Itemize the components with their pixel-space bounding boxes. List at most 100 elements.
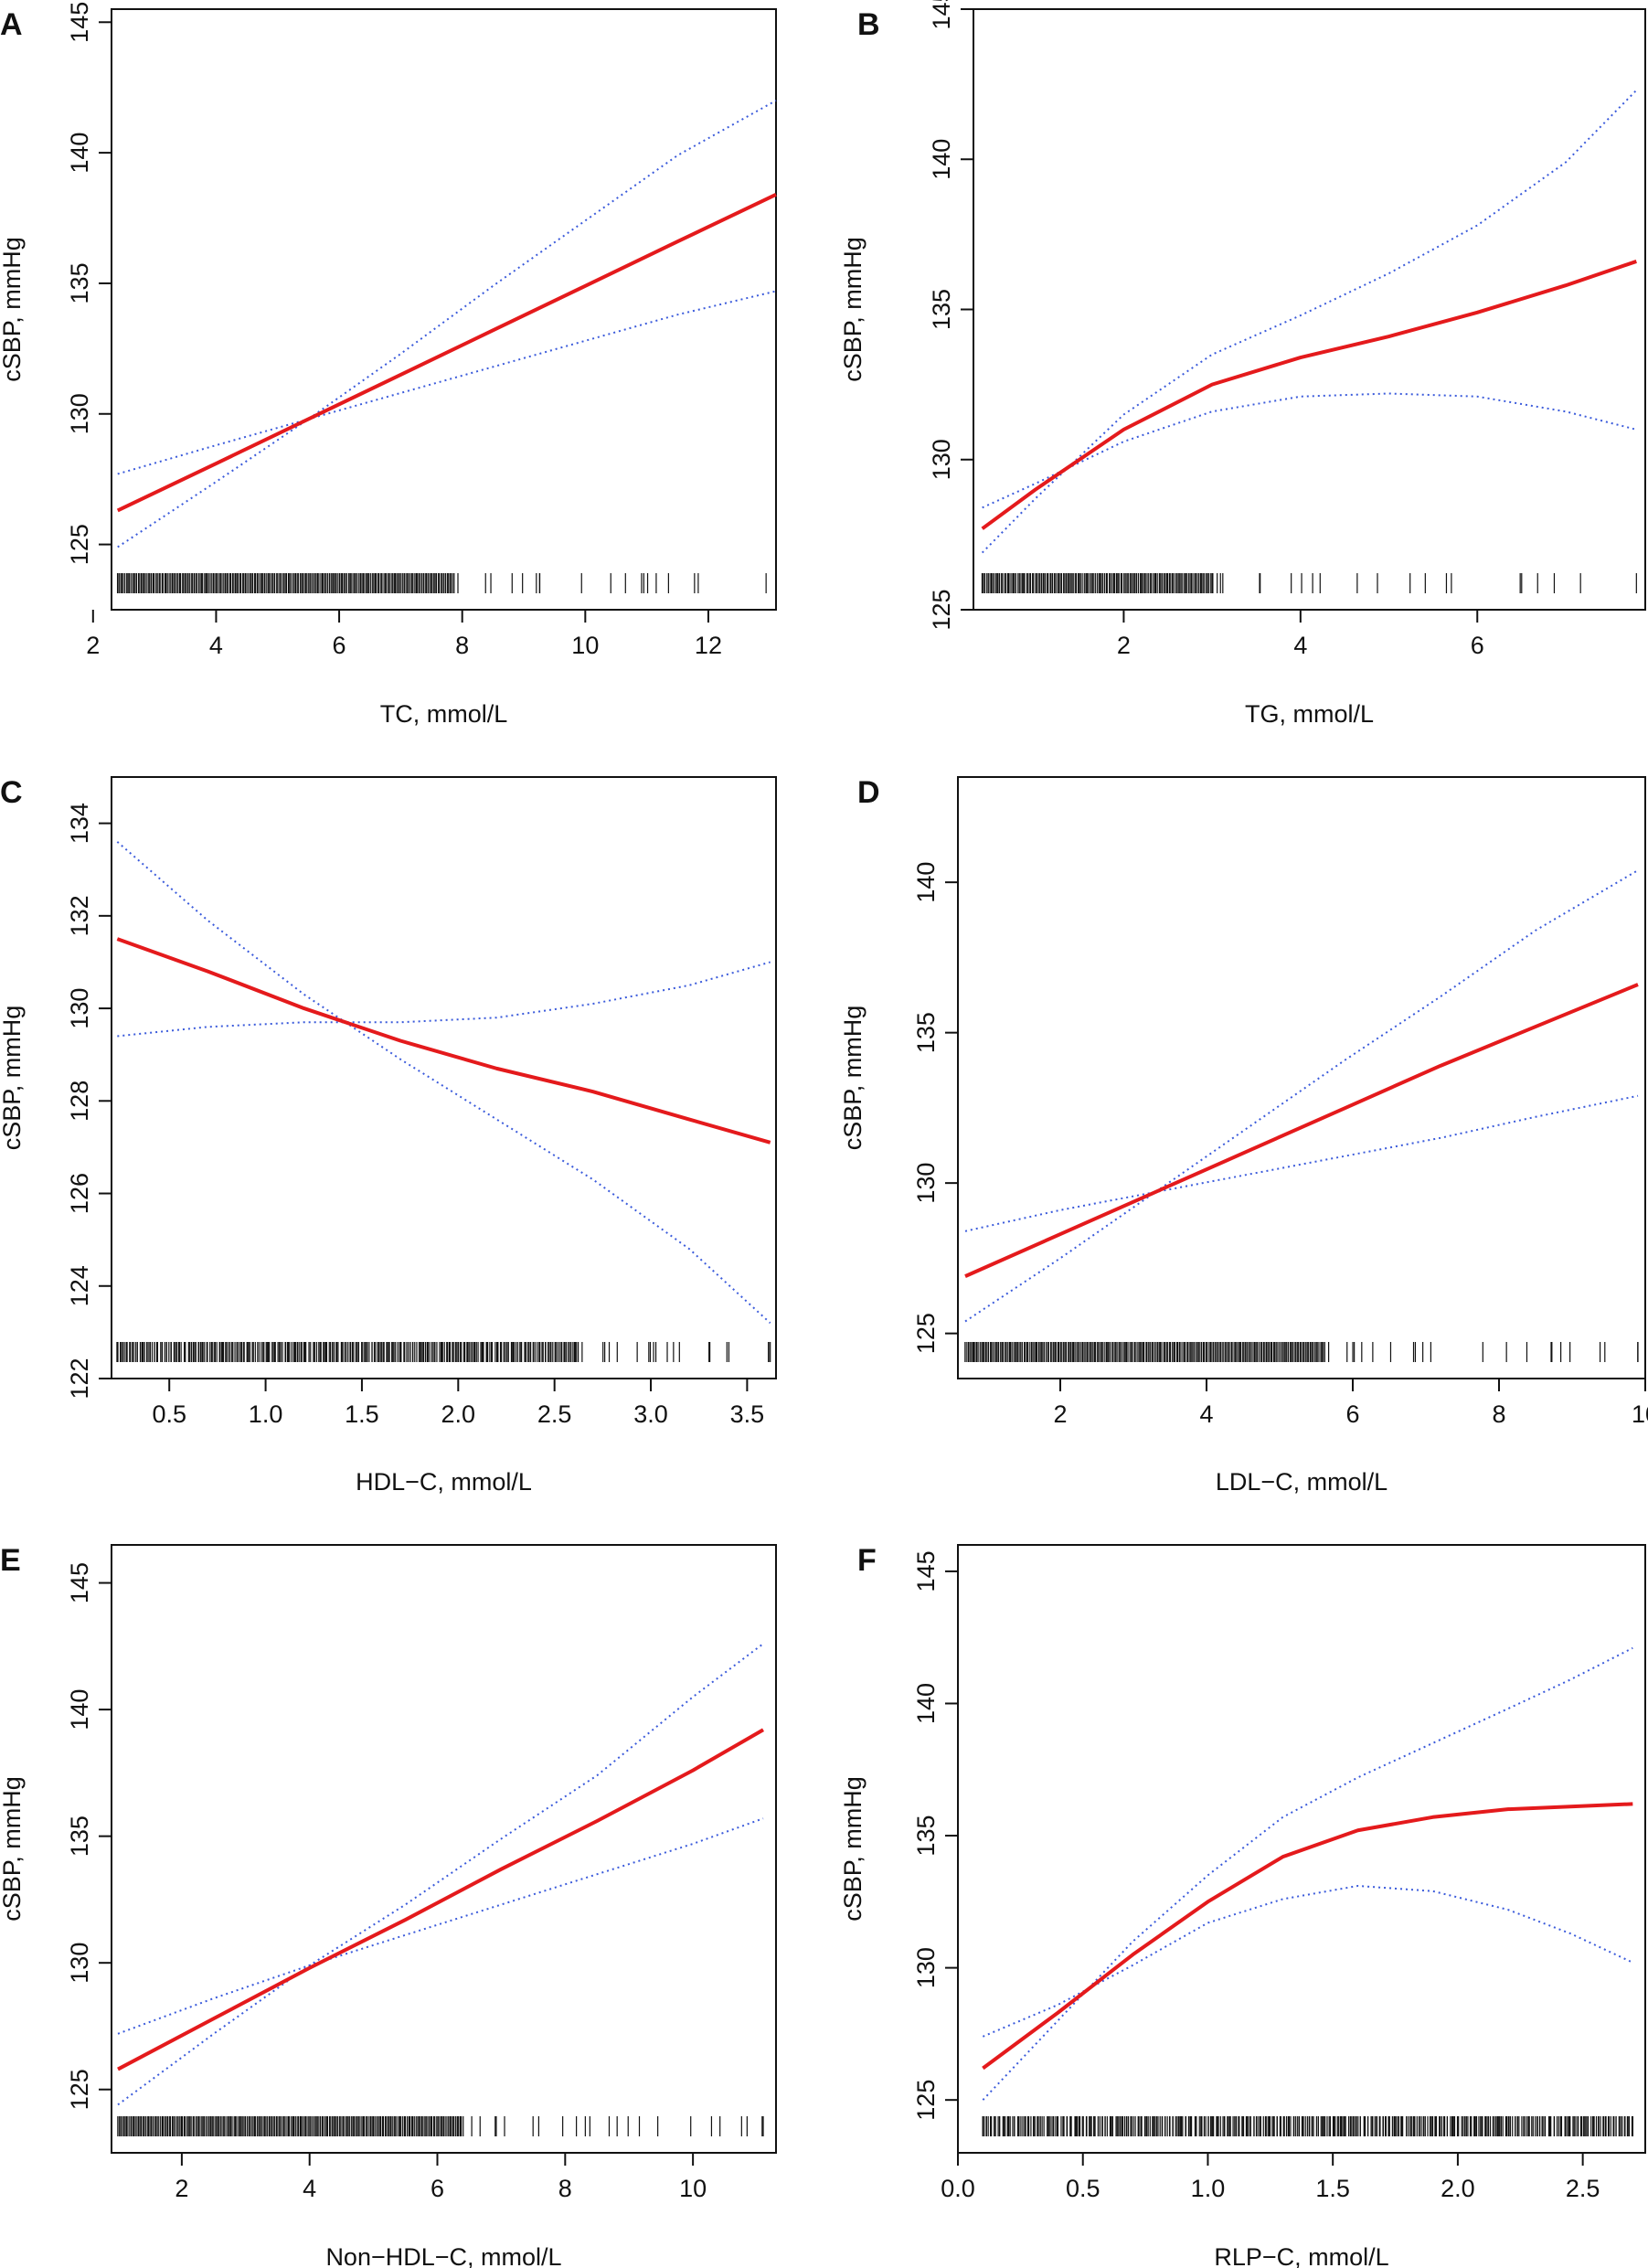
y-tick-label: 135	[928, 289, 955, 330]
fitted-curve	[117, 1728, 765, 2071]
panel-f: F 0.0 0.5 1.0 1.5 2.0 2.5 125 130 135 140 145 RLP−C,…	[839, 1543, 1646, 2268]
x-axis-title: TG, mmol/L	[1245, 700, 1374, 728]
upper-ci-line	[981, 89, 1638, 554]
y-tick-label: 145	[912, 1550, 940, 1592]
plot-frame	[111, 776, 777, 1379]
rug-plot	[982, 2116, 1633, 2136]
plot-frame	[957, 1544, 1646, 2154]
y-tick-label: 132	[66, 895, 93, 936]
x-tick-label: 4	[1293, 632, 1307, 659]
y-tick-label: 130	[66, 393, 93, 434]
x-tick-label: 1.5	[345, 1400, 379, 1428]
x-tick-label: 2	[1053, 1400, 1067, 1428]
panel-d: D 2 4 6 8 10 125 130 135 140 LDL−C, mmol/L cSBP, mm…	[839, 775, 1648, 1496]
panel-letter: A	[0, 7, 23, 42]
lower-ci-line	[117, 1817, 764, 2035]
y-tick-label: 124	[66, 1265, 93, 1306]
rug-plot	[116, 573, 777, 593]
x-tick-label: 2.5	[537, 1400, 572, 1428]
y-tick-label: 125	[912, 2080, 940, 2121]
plot-frame	[111, 8, 777, 611]
lower-ci-line	[982, 392, 1637, 509]
y-tick-label: 125	[66, 524, 93, 565]
x-tick-label: 2	[1117, 632, 1131, 659]
fitted-curve	[964, 983, 1639, 1278]
y-tick-label: 134	[66, 803, 93, 844]
x-tick-label: 0.0	[941, 2175, 975, 2202]
y-tick-label: 130	[912, 1947, 940, 1988]
x-tick-label: 1.0	[249, 1400, 283, 1428]
y-tick-label: 145	[928, 0, 955, 30]
y-tick-label: 122	[66, 1358, 93, 1399]
y-tick-label: 140	[66, 133, 93, 174]
x-tick-label: 12	[695, 632, 722, 659]
panel-letter: F	[857, 1543, 877, 1578]
y-tick-label: 135	[912, 1012, 940, 1053]
y-axis-title: cSBP, mmHg	[839, 1006, 867, 1151]
y-axis-title: cSBP, mmHg	[839, 1776, 867, 1922]
y-tick-label: 145	[66, 1562, 93, 1603]
y-tick-label: 126	[66, 1173, 93, 1214]
panel-letter: D	[857, 775, 880, 810]
x-tick-label: 0.5	[152, 1400, 186, 1428]
y-axis-title: cSBP, mmHg	[0, 1006, 26, 1151]
y-tick-label: 135	[66, 1815, 93, 1857]
x-axis-title: RLP−C, mmol/L	[1214, 2243, 1388, 2268]
y-tick-label: 128	[66, 1081, 93, 1122]
y-tick-label: 130	[928, 439, 955, 480]
y-tick-label: 130	[66, 988, 93, 1029]
y-tick-label: 125	[912, 1313, 940, 1354]
x-tick-label: 2.0	[1441, 2175, 1475, 2202]
panel-a: A 2 4 6 8 10 12 125 130 135 140 145 TC, mmol/L cSBP, …	[0, 2, 777, 728]
x-tick-label: 1.0	[1191, 2175, 1226, 2202]
rug-plot	[964, 1342, 1639, 1362]
y-tick-label: 140	[66, 1689, 93, 1730]
y-tick-label: 130	[912, 1163, 940, 1204]
rug-plot	[117, 2116, 764, 2136]
lower-ci-line	[964, 1094, 1639, 1232]
x-tick-label: 10	[571, 632, 599, 659]
fitted-curve	[116, 937, 771, 1145]
y-tick-label: 140	[912, 1683, 940, 1724]
x-tick-label: 6	[1471, 632, 1484, 659]
y-tick-label: 125	[66, 2069, 93, 2110]
x-axis-title: HDL−C, mmol/L	[356, 1468, 532, 1496]
x-tick-label: 2	[175, 2175, 188, 2202]
y-tick-label: 140	[912, 862, 940, 903]
upper-ci-line	[964, 869, 1639, 1323]
y-axis-title: cSBP, mmHg	[839, 237, 867, 382]
upper-ci-line	[982, 1646, 1633, 2101]
x-tick-label: 8	[558, 2175, 572, 2202]
x-tick-label: 2	[86, 632, 100, 659]
x-tick-label: 2.0	[441, 1400, 476, 1428]
x-tick-label: 4	[209, 632, 223, 659]
x-tick-label: 10	[679, 2175, 707, 2202]
x-tick-label: 2.5	[1566, 2175, 1600, 2202]
rug-plot	[116, 1342, 771, 1362]
x-tick-label: 0.5	[1066, 2175, 1100, 2202]
upper-ci-line	[116, 841, 771, 1324]
y-axis-title: cSBP, mmHg	[0, 1776, 26, 1922]
panel-c: C 0.5 1.0 1.5 2.0 2.5 3.0 3.5 122 124 126 128 130 132…	[0, 775, 777, 1496]
lower-ci-line	[982, 1884, 1633, 2038]
x-tick-label: 1.5	[1315, 2175, 1350, 2202]
panel-letter: C	[0, 775, 23, 810]
panel-letter: E	[0, 1543, 21, 1578]
x-tick-label: 6	[333, 632, 346, 659]
x-tick-label: 8	[1492, 1400, 1505, 1428]
x-axis-title: TC, mmol/L	[380, 700, 508, 728]
y-tick-label: 145	[66, 2, 93, 43]
x-tick-label: 8	[455, 632, 469, 659]
x-axis-title: LDL−C, mmol/L	[1216, 1468, 1388, 1496]
plot-frame	[957, 776, 1646, 1379]
upper-ci-line	[117, 1643, 764, 2106]
y-axis-title: cSBP, mmHg	[0, 237, 26, 382]
y-tick-label: 130	[66, 1943, 93, 1984]
upper-ci-line	[117, 100, 777, 548]
y-tick-label: 135	[66, 262, 93, 303]
x-tick-label: 3.5	[730, 1400, 765, 1428]
x-tick-label: 4	[303, 2175, 316, 2202]
y-tick-label: 135	[912, 1815, 940, 1857]
panel-letter: B	[857, 7, 880, 42]
